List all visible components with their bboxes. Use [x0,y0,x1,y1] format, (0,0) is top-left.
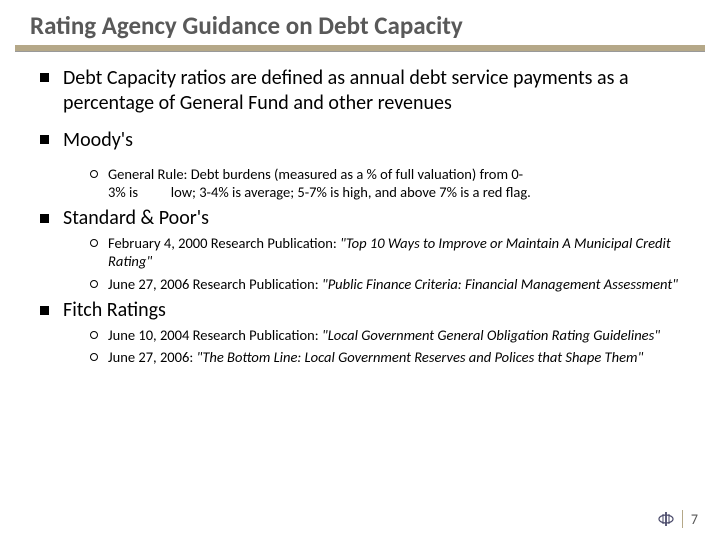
bullet-text: Moody's [63,128,133,153]
sub-item: General Rule: Debt burdens (measured as … [90,165,680,201]
square-bullet-icon [40,135,49,144]
circle-bullet-icon [90,170,98,178]
bullet-text: Fitch Ratings [63,299,166,322]
circle-bullet-icon [90,280,98,288]
square-bullet-icon [40,306,49,315]
bullet-item: Standard & Poor's [40,207,680,230]
circle-bullet-icon [90,353,98,361]
bullet-item: Moody's [40,128,680,153]
slide-footer: 7 [658,510,698,528]
slide-content: Debt Capacity ratios are defined as annu… [0,52,720,366]
logo-icon [658,511,674,527]
sub-text: February 4, 2000 Research Publication: "… [108,234,680,270]
sub-text: June 27, 2006: "The Bottom Line: Local G… [108,348,643,366]
bullet-item: Debt Capacity ratios are defined as annu… [40,66,680,116]
sub-list: General Rule: Debt burdens (measured as … [40,165,680,201]
sub-item: June 27, 2006 Research Publication: "Pub… [90,275,680,293]
bullet-text: Standard & Poor's [63,207,209,230]
sub-list: February 4, 2000 Research Publication: "… [40,234,680,292]
sub-item: February 4, 2000 Research Publication: "… [90,234,680,270]
sub-text: General Rule: Debt burdens (measured as … [108,165,531,201]
page-number: 7 [691,511,698,528]
bullet-item: Fitch Ratings [40,299,680,322]
sub-text: June 10, 2004 Research Publication: "Loc… [108,326,660,344]
title-underline [15,45,705,52]
square-bullet-icon [40,73,49,82]
bullet-text: Debt Capacity ratios are defined as annu… [63,66,680,116]
sub-item: June 10, 2004 Research Publication: "Loc… [90,326,680,344]
square-bullet-icon [40,214,49,223]
sub-item: June 27, 2006: "The Bottom Line: Local G… [90,348,680,366]
slide-title: Rating Agency Guidance on Debt Capacity [0,0,720,45]
sub-text: June 27, 2006 Research Publication: "Pub… [108,275,678,293]
sub-list: June 10, 2004 Research Publication: "Loc… [40,326,680,366]
circle-bullet-icon [90,239,98,247]
circle-bullet-icon [90,331,98,339]
footer-divider [682,510,683,528]
